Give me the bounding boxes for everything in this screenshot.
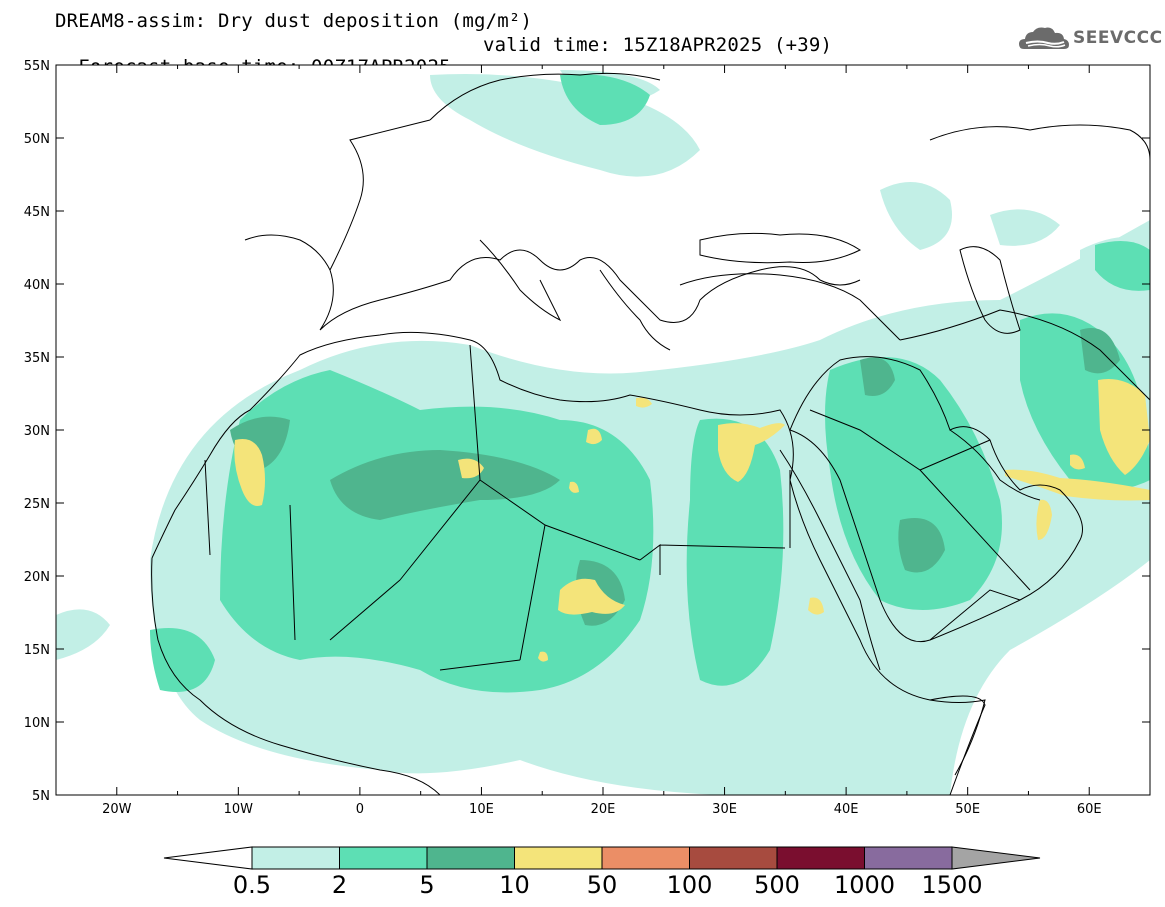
lat-tick-label: 45N [24, 205, 50, 220]
caspian [959, 246, 1021, 334]
colorbar-cell [251, 846, 340, 870]
west-africa-coast [151, 557, 441, 795]
colorbar: 0.5 2 5 10 50 100 500 1000 1500 [163, 846, 1041, 899]
colorbar-label: 0.5 [233, 871, 271, 899]
lon-tick-label: 60E [1077, 802, 1102, 817]
colorbar-cell [864, 846, 953, 870]
lon-tick-label: 40E [834, 802, 859, 817]
lon-tick-label: 20E [591, 802, 616, 817]
colorbar-cell [426, 846, 515, 870]
horn-africa [929, 699, 986, 776]
axis-tick-labels: 20W 10W 0 10E 20E 30E 40E 50E 60E 55N 50N 45N 40N 35N… [24, 59, 1102, 817]
lon-tick-label: 50E [955, 802, 980, 817]
colorbar-label: 10 [499, 871, 530, 899]
lon-tick-label: 10W [224, 802, 254, 817]
colorbar-high-arrow [951, 846, 1041, 870]
borders-sahara [204, 344, 791, 671]
colorbar-cell [776, 846, 865, 870]
lat-tick-label: 10N [24, 716, 50, 731]
colorbar-cell [339, 846, 428, 870]
coastlines [151, 72, 1150, 795]
lat-tick-label: 30N [24, 424, 50, 439]
africa-coast [151, 331, 986, 795]
lon-tick-label: 30E [712, 802, 737, 817]
seevccc-logo: SEEVCCC [1018, 24, 1163, 52]
lat-tick-label: 55N [24, 59, 50, 74]
lat-tick-label: 50N [24, 132, 50, 147]
lat-tick-label: 20N [24, 570, 50, 585]
italy [479, 239, 562, 322]
lat-tick-label: 40N [24, 278, 50, 293]
anatolia [679, 273, 901, 341]
colorbar-label: 5 [419, 871, 434, 899]
arabia [789, 356, 1083, 642]
cloud-icon [1019, 27, 1069, 49]
red-sea [779, 449, 881, 671]
colorbar-cell [601, 846, 690, 870]
valid-time: valid time: 15Z18APR2025 (+39) [483, 34, 833, 56]
lon-tick-label: 0 [356, 802, 364, 817]
colorbar-cell [689, 846, 778, 870]
chart-title: DREAM8-assim: Dry dust deposition (mg/m²… [55, 10, 533, 32]
north-europe [429, 72, 661, 121]
colorbar-low-arrow [163, 846, 253, 870]
colorbar-label: 50 [587, 871, 618, 899]
colorbar-label: 2 [332, 871, 347, 899]
lat-tick-label: 15N [24, 643, 50, 658]
colorbar-label: 100 [667, 871, 713, 899]
lon-tick-label: 10E [469, 802, 494, 817]
colorbar-cell [514, 846, 603, 870]
europe-coast [244, 234, 861, 331]
deposition-field [56, 65, 1150, 795]
black-sea [699, 232, 861, 264]
axis-ticks [56, 64, 1150, 796]
lat-tick-label: 25N [24, 497, 50, 512]
colorbar-label: 1500 [921, 871, 982, 899]
gulf-coast [949, 429, 1041, 501]
logo-text: SEEVCCC [1073, 28, 1163, 48]
colorbar-label: 500 [754, 871, 800, 899]
lat-tick-label: 5N [32, 789, 50, 804]
borders-arabia [809, 409, 1031, 641]
france-coast [329, 119, 431, 271]
greece [599, 269, 671, 351]
field-band-10-50 [234, 379, 1150, 662]
colorbar-label: 1000 [834, 871, 895, 899]
lon-tick-label: 20W [102, 802, 132, 817]
scandinavia [929, 124, 1150, 161]
lat-tick-label: 35N [24, 351, 50, 366]
iran [899, 309, 1150, 401]
